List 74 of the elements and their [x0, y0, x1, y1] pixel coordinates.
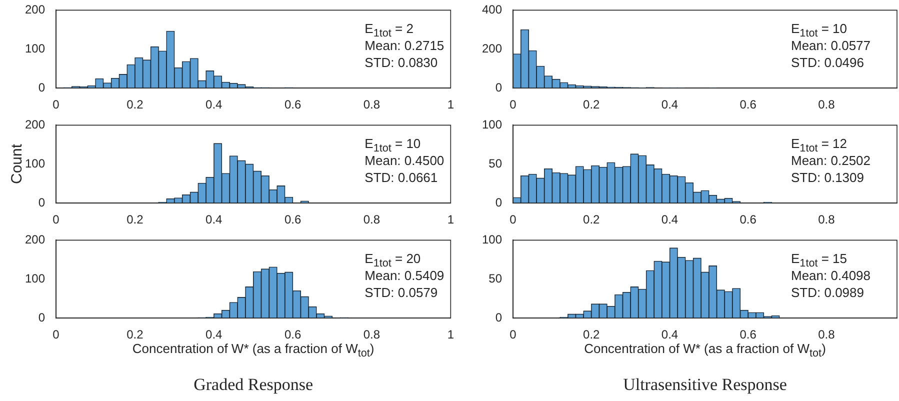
x-tick-label: 0.8 — [818, 212, 836, 227]
x-tick-label: 0.2 — [583, 328, 600, 342]
y-tick-label: 0 — [495, 310, 502, 324]
x-tick-label: 0.8 — [363, 212, 380, 227]
x-tick-label: 0 — [52, 328, 60, 342]
x-tick-label: 1 — [447, 98, 454, 112]
y-tick-label: 100 — [24, 156, 46, 170]
annotation: E$_{1tot}$ = 12 — [791, 136, 848, 155]
x-tick-label: 0.2 — [126, 212, 144, 227]
x-tick-label: 0.4 — [206, 212, 223, 227]
x-tick-label: 0.2 — [126, 98, 144, 112]
x-tick-label: 0.6 — [284, 212, 302, 227]
x-tick-label: 0.2 — [583, 98, 600, 112]
y-axis-title: Count — [8, 144, 26, 184]
x-tick-label: 0.6 — [284, 328, 302, 342]
x-tick-label: 0.2 — [583, 212, 600, 227]
x-tick-label: 1 — [447, 328, 454, 342]
x-tick-label: 0 — [510, 98, 517, 112]
x-tick-label: 0.6 — [284, 98, 302, 112]
annotation: E$_{1tot}$ = 2 — [364, 21, 414, 40]
x-tick-label: 0.2 — [126, 328, 144, 342]
x-tick-label: 0 — [510, 328, 517, 342]
x-tick-label: 0.8 — [818, 328, 836, 342]
annotation: E$_{1tot}$ = 10 — [791, 21, 848, 40]
y-tick-label: 50 — [488, 271, 502, 286]
x-tick-label: 0.4 — [661, 328, 678, 342]
y-tick-label: 0 — [38, 80, 46, 94]
annotation: Mean: 0.4500 — [364, 153, 444, 168]
annotation: Mean: 0.0577 — [791, 38, 871, 54]
x-tick-label: 0.6 — [740, 98, 757, 112]
x-tick-label: 0.6 — [740, 212, 757, 227]
y-tick-label: 400 — [482, 2, 502, 17]
annotation: STD: 0.0496 — [791, 55, 864, 70]
annotation: STD: 0.0661 — [364, 170, 438, 186]
annotation: E$_{1tot}$ = 15 — [791, 251, 848, 270]
x-tick-label: 0.4 — [206, 328, 223, 342]
annotation: E$_{1tot}$ = 10 — [364, 136, 421, 155]
x-tick-label: 0.4 — [206, 98, 223, 112]
annotation: E$_{1tot}$ = 20 — [364, 251, 421, 270]
text: Ultrasensitive Response — [623, 375, 787, 395]
annotation: STD: 0.1309 — [791, 170, 864, 186]
x-tick-label: 0.8 — [818, 98, 836, 112]
y-tick-label: 100 — [24, 41, 46, 56]
x-tick-label: 0 — [52, 212, 60, 227]
text: Graded Response — [194, 375, 314, 395]
y-tick-label: 0 — [495, 80, 502, 94]
x-tick-label: 0 — [52, 98, 60, 112]
x-axis-title: Concentration of W* (as a fraction of W$_{tot}$) — [132, 341, 374, 360]
y-tick-label: 100 — [482, 118, 502, 132]
annotation: Mean: 0.2715 — [364, 38, 444, 54]
annotation: STD: 0.0579 — [364, 285, 438, 300]
y-tick-label: 0 — [38, 195, 46, 210]
x-tick-label: 0 — [510, 212, 517, 227]
y-tick-label: 200 — [24, 2, 46, 17]
y-tick-label: 0 — [38, 310, 46, 324]
x-axis-title: Concentration of W* (as a fraction of W$_{tot}$) — [584, 341, 826, 360]
y-tick-label: 100 — [482, 232, 502, 247]
y-tick-label: 100 — [24, 271, 46, 286]
annotation: Mean: 0.5409 — [364, 268, 444, 284]
annotation: Mean: 0.2502 — [791, 153, 871, 168]
annotation: STD: 0.0830 — [364, 55, 438, 70]
x-tick-label: 0.6 — [740, 328, 757, 342]
y-tick-label: 0 — [495, 195, 502, 210]
y-tick-label: 200 — [482, 41, 502, 56]
x-tick-label: 0.8 — [363, 98, 380, 112]
x-tick-label: 0.4 — [661, 212, 678, 227]
x-tick-label: 0.8 — [363, 328, 380, 342]
y-tick-label: 50 — [488, 156, 502, 170]
y-tick-label: 200 — [24, 118, 46, 132]
annotation: Mean: 0.4098 — [791, 268, 871, 284]
y-tick-label: 200 — [24, 232, 46, 247]
annotation: STD: 0.0989 — [791, 285, 864, 300]
x-tick-label: 0.4 — [661, 98, 678, 112]
x-tick-label: 1 — [447, 212, 454, 227]
